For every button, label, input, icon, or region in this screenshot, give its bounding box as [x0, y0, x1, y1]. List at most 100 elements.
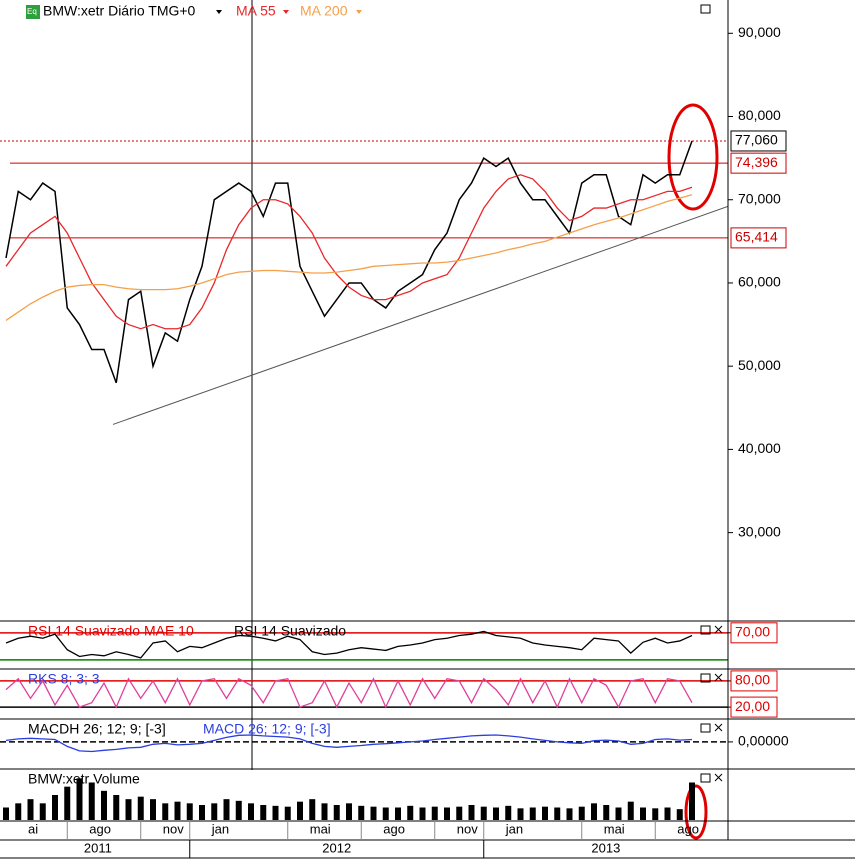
x-tick-label: jan: [211, 821, 229, 836]
x-tick-label: ago: [383, 821, 405, 836]
x-tick-label: ai: [28, 821, 38, 836]
close-button[interactable]: [714, 723, 723, 732]
volume-bar: [358, 805, 365, 820]
volume-bar: [529, 807, 536, 820]
volume-bar: [235, 800, 242, 820]
volume-bar: [578, 806, 585, 820]
volume-bar: [456, 806, 463, 820]
y-tick-label: 30,000: [738, 523, 781, 539]
volume-bar: [64, 786, 71, 820]
eq-icon: [26, 5, 40, 19]
volume-bar: [407, 805, 414, 820]
y-tick-label: 80,000: [738, 107, 781, 123]
highlight-ellipse: [667, 103, 719, 211]
panel: 0,00000 MACDH 26; 12; 9; [-3] MACD 26; 12;…: [0, 721, 855, 770]
volume-bar: [3, 807, 9, 820]
panel-title: RSI 14 Suavizado MAE 10: [28, 623, 194, 639]
volume-bar: [542, 806, 548, 820]
panel: 20,00 80,00 RKS 8; 3; 3: [0, 670, 855, 720]
maximize-button[interactable]: [700, 773, 711, 783]
volume-bar: [223, 799, 230, 820]
series-name: RSI 14 Suavizado: [234, 623, 346, 639]
level-label: 65,414: [735, 229, 778, 245]
volume-bar: [186, 803, 193, 820]
x-tick-label: ago: [677, 821, 699, 836]
series-line: [5, 194, 693, 321]
volume-bar: [493, 807, 499, 820]
volume-bar: [664, 807, 671, 820]
volume-bar: [125, 799, 132, 820]
legend-entry: BMW:xetr Diário TMG+0: [43, 3, 196, 19]
volume-bar: [517, 808, 524, 820]
volume-bar: [150, 799, 156, 820]
tick-label-box: [730, 622, 778, 644]
y-tick-label: 70,00: [735, 624, 770, 640]
plot: [0, 734, 728, 753]
volume-bar: [395, 807, 401, 820]
maximize-button[interactable]: [700, 4, 711, 14]
volume-bar: [248, 803, 254, 820]
panel-title: BMW:xetr Volume: [28, 771, 140, 787]
maximize-button[interactable]: [700, 625, 711, 635]
plot: [0, 630, 728, 661]
panel: 70,00 RSI 14 Suavizado MAE 10 RSI 14 Suavi…: [0, 622, 855, 670]
close-button[interactable]: [714, 773, 723, 782]
volume-bar: [88, 782, 95, 820]
volume-bar: [284, 806, 291, 820]
y-tick-label: 0,00000: [738, 733, 789, 749]
volume-bar: [174, 801, 181, 820]
volume-bar: [101, 790, 107, 820]
volume-bar: [333, 805, 340, 820]
volume-bar: [627, 801, 634, 820]
y-tick-label: 60,000: [738, 274, 781, 290]
y-tick-label: 40,000: [738, 440, 781, 456]
series-line: [5, 677, 693, 709]
series-line: [5, 140, 693, 384]
volume-bar: [676, 809, 683, 820]
tick-label-box: [730, 696, 778, 718]
volume-bar: [346, 803, 352, 820]
volume-bar: [39, 803, 46, 820]
series-line: [5, 630, 693, 659]
dropdown-arrow: [283, 10, 289, 14]
volume-bar: [211, 803, 218, 820]
panel: 77,060 74,396 65,414 30,000 40,000 50,000 60,0…: [0, 24, 855, 622]
volume-bar: [113, 795, 120, 820]
year-label: 2012: [322, 840, 351, 855]
maximize-button[interactable]: [700, 723, 711, 733]
volume-bar: [444, 807, 450, 820]
level-label-box: [730, 227, 787, 249]
plot: [0, 677, 728, 709]
volume-bar: [615, 807, 622, 820]
volume-bar: [309, 799, 316, 820]
volume-bar: [297, 801, 303, 820]
volume-bar: [431, 806, 438, 820]
volume-bar: [52, 795, 58, 820]
volume-bar: [382, 807, 389, 820]
level-label: 77,060: [735, 132, 778, 148]
maximize-button[interactable]: [700, 673, 711, 683]
series-line: [5, 174, 693, 330]
x-tick-label: jan: [505, 821, 523, 836]
volume-bar: [591, 803, 597, 820]
x-tick-label: nov: [163, 821, 184, 836]
legend-entry: MA 200: [300, 3, 348, 19]
y-tick-label: 50,000: [738, 357, 781, 373]
eq-label: Eq: [27, 7, 37, 16]
trendline: [112, 205, 728, 425]
level-label-box: [730, 130, 787, 152]
volume-bar: [199, 805, 205, 820]
x-tick-label: nov: [457, 821, 478, 836]
series-name: MACD 26; 12; 9; [-3]: [203, 721, 331, 737]
volume-bar: [419, 807, 426, 820]
volume-bar: [480, 806, 487, 820]
volume-bar: [652, 808, 659, 820]
year-label: 2011: [84, 840, 112, 855]
close-button[interactable]: [714, 625, 723, 634]
highlight-ellipse: [684, 784, 708, 840]
volume-bar: [640, 807, 646, 820]
volume-bar: [468, 805, 475, 820]
close-button[interactable]: [714, 673, 723, 682]
volume-bar: [566, 808, 573, 820]
